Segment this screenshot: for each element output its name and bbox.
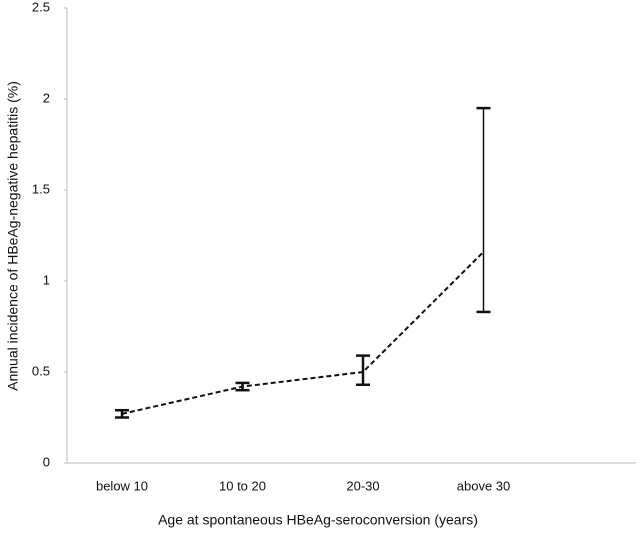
y-tick-label: 0 xyxy=(43,454,50,469)
y-tick-label: 2 xyxy=(43,90,50,105)
y-tick-label: 0.5 xyxy=(32,363,50,378)
x-tick-label: above 30 xyxy=(457,478,511,493)
x-tick-label: 10 to 20 xyxy=(219,478,266,493)
y-tick-label: 2.5 xyxy=(32,0,50,14)
y-tick-label: 1.5 xyxy=(32,181,50,196)
x-tick-label: 20-30 xyxy=(346,478,379,493)
x-axis-title: Age at spontaneous HBeAg-seroconversion … xyxy=(158,512,478,528)
y-tick-label: 1 xyxy=(43,272,50,287)
y-axis-title: Annual incidence of HBeAg-negative hepat… xyxy=(5,81,21,391)
data-line xyxy=(121,251,485,415)
x-tick-label: below 10 xyxy=(96,478,148,493)
